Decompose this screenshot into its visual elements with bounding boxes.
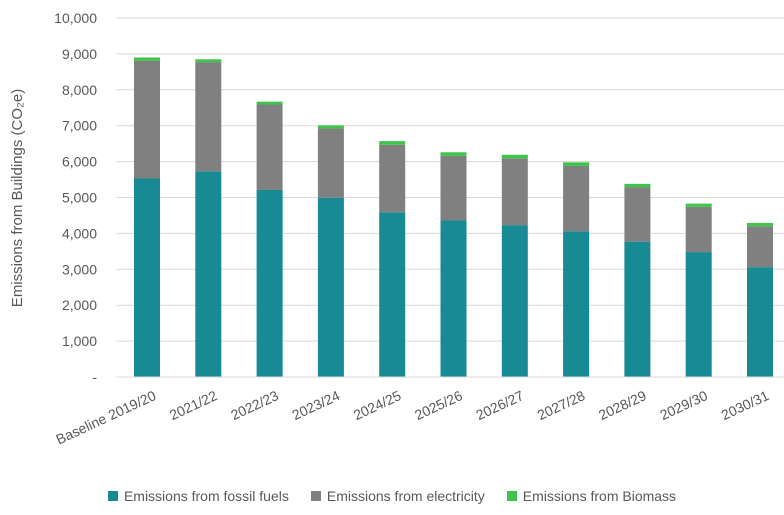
bar-segment-biomass [134, 57, 160, 61]
x-tick-label: Baseline 2019/20 [53, 387, 158, 447]
bar-segment-biomass [195, 59, 222, 63]
x-tick-label: 2029/30 [657, 387, 710, 423]
bar-segment-biomass [379, 141, 406, 145]
x-tick-label: 2027/28 [535, 387, 588, 423]
bars [134, 57, 773, 377]
legend-label: Emissions from fossil fuels [123, 488, 289, 504]
bar-segment-electricity [747, 226, 773, 268]
legend: Emissions from fossil fuels Emissions fro… [0, 486, 784, 506]
bar-segment-electricity [195, 62, 222, 172]
x-tick-label: 2024/25 [351, 387, 404, 423]
bar-segment-electricity [624, 187, 651, 242]
y-tick-label: 9,000 [62, 46, 97, 62]
bar-segment-fossil-fuels [563, 231, 590, 377]
bar-segment-fossil-fuels [256, 189, 283, 377]
bar-segment-fossil-fuels [317, 197, 344, 377]
bar-segment-biomass [317, 125, 344, 129]
y-axis-ticks: - 1,000 2,000 3,000 4,000 5,000 6,000 7,000 8,00… [54, 10, 97, 385]
x-axis-ticks: Baseline 2019/20 2021/22 2022/23 2023/24 202… [53, 387, 771, 447]
x-tick-label: 2025/26 [412, 387, 465, 423]
bar-segment-electricity [440, 155, 467, 221]
bar-segment-fossil-fuels [685, 252, 712, 377]
y-tick-label: - [92, 369, 97, 385]
bar-segment-electricity [134, 60, 160, 179]
bar-segment-biomass [685, 203, 712, 207]
bar-segment-electricity [563, 165, 590, 232]
bar-segment-fossil-fuels [379, 212, 406, 377]
bar-segment-biomass [624, 183, 651, 188]
legend-swatch [107, 491, 118, 501]
y-tick-label: 4,000 [62, 225, 97, 241]
bar-segment-biomass [440, 152, 467, 156]
bar-segment-fossil-fuels [195, 171, 222, 377]
legend-item: Emissions from electricity [310, 486, 485, 506]
bar-segment-electricity [685, 206, 712, 253]
y-tick-label: 8,000 [62, 82, 97, 98]
y-tick-label: 5,000 [62, 190, 97, 206]
y-tick-label: 2,000 [62, 297, 97, 313]
x-tick-label: 2021/22 [167, 387, 220, 423]
bar-segment-biomass [501, 154, 528, 159]
bar-segment-fossil-fuels [440, 220, 467, 377]
bar-segment-fossil-fuels [501, 225, 528, 377]
x-tick-label: 2028/29 [596, 387, 649, 423]
bar-segment-fossil-fuels [624, 241, 651, 377]
x-tick-label: 2023/24 [290, 387, 343, 423]
bar-segment-electricity [379, 144, 406, 213]
bar-segment-biomass [256, 101, 283, 105]
y-tick-label: 1,000 [62, 333, 97, 349]
legend-item: Emissions from fossil fuels [107, 486, 289, 506]
legend-item: Emissions from Biomass [506, 486, 677, 506]
y-tick-label: 7,000 [62, 118, 97, 134]
bar-segment-fossil-fuels [134, 178, 160, 377]
y-tick-label: 6,000 [62, 154, 97, 170]
bar-segment-biomass [563, 162, 590, 166]
bar-segment-electricity [256, 104, 283, 190]
legend-swatch [506, 491, 517, 501]
bar-segment-electricity [317, 128, 344, 198]
x-tick-label: 2022/23 [228, 387, 281, 423]
legend-label: Emissions from electricity [326, 488, 485, 504]
bar-segment-electricity [501, 158, 528, 226]
legend-label: Emissions from Biomass [522, 488, 677, 504]
bar-segment-fossil-fuels [747, 267, 773, 377]
y-axis-title: Emissions from Buildings (CO₂e) [9, 89, 26, 307]
x-tick-label: 2026/27 [473, 387, 526, 423]
y-tick-label: 3,000 [62, 261, 97, 277]
x-tick-label: 2030/31 [719, 387, 772, 423]
legend-swatch [310, 491, 321, 501]
y-tick-label: 10,000 [54, 10, 97, 26]
bar-segment-biomass [747, 222, 773, 227]
